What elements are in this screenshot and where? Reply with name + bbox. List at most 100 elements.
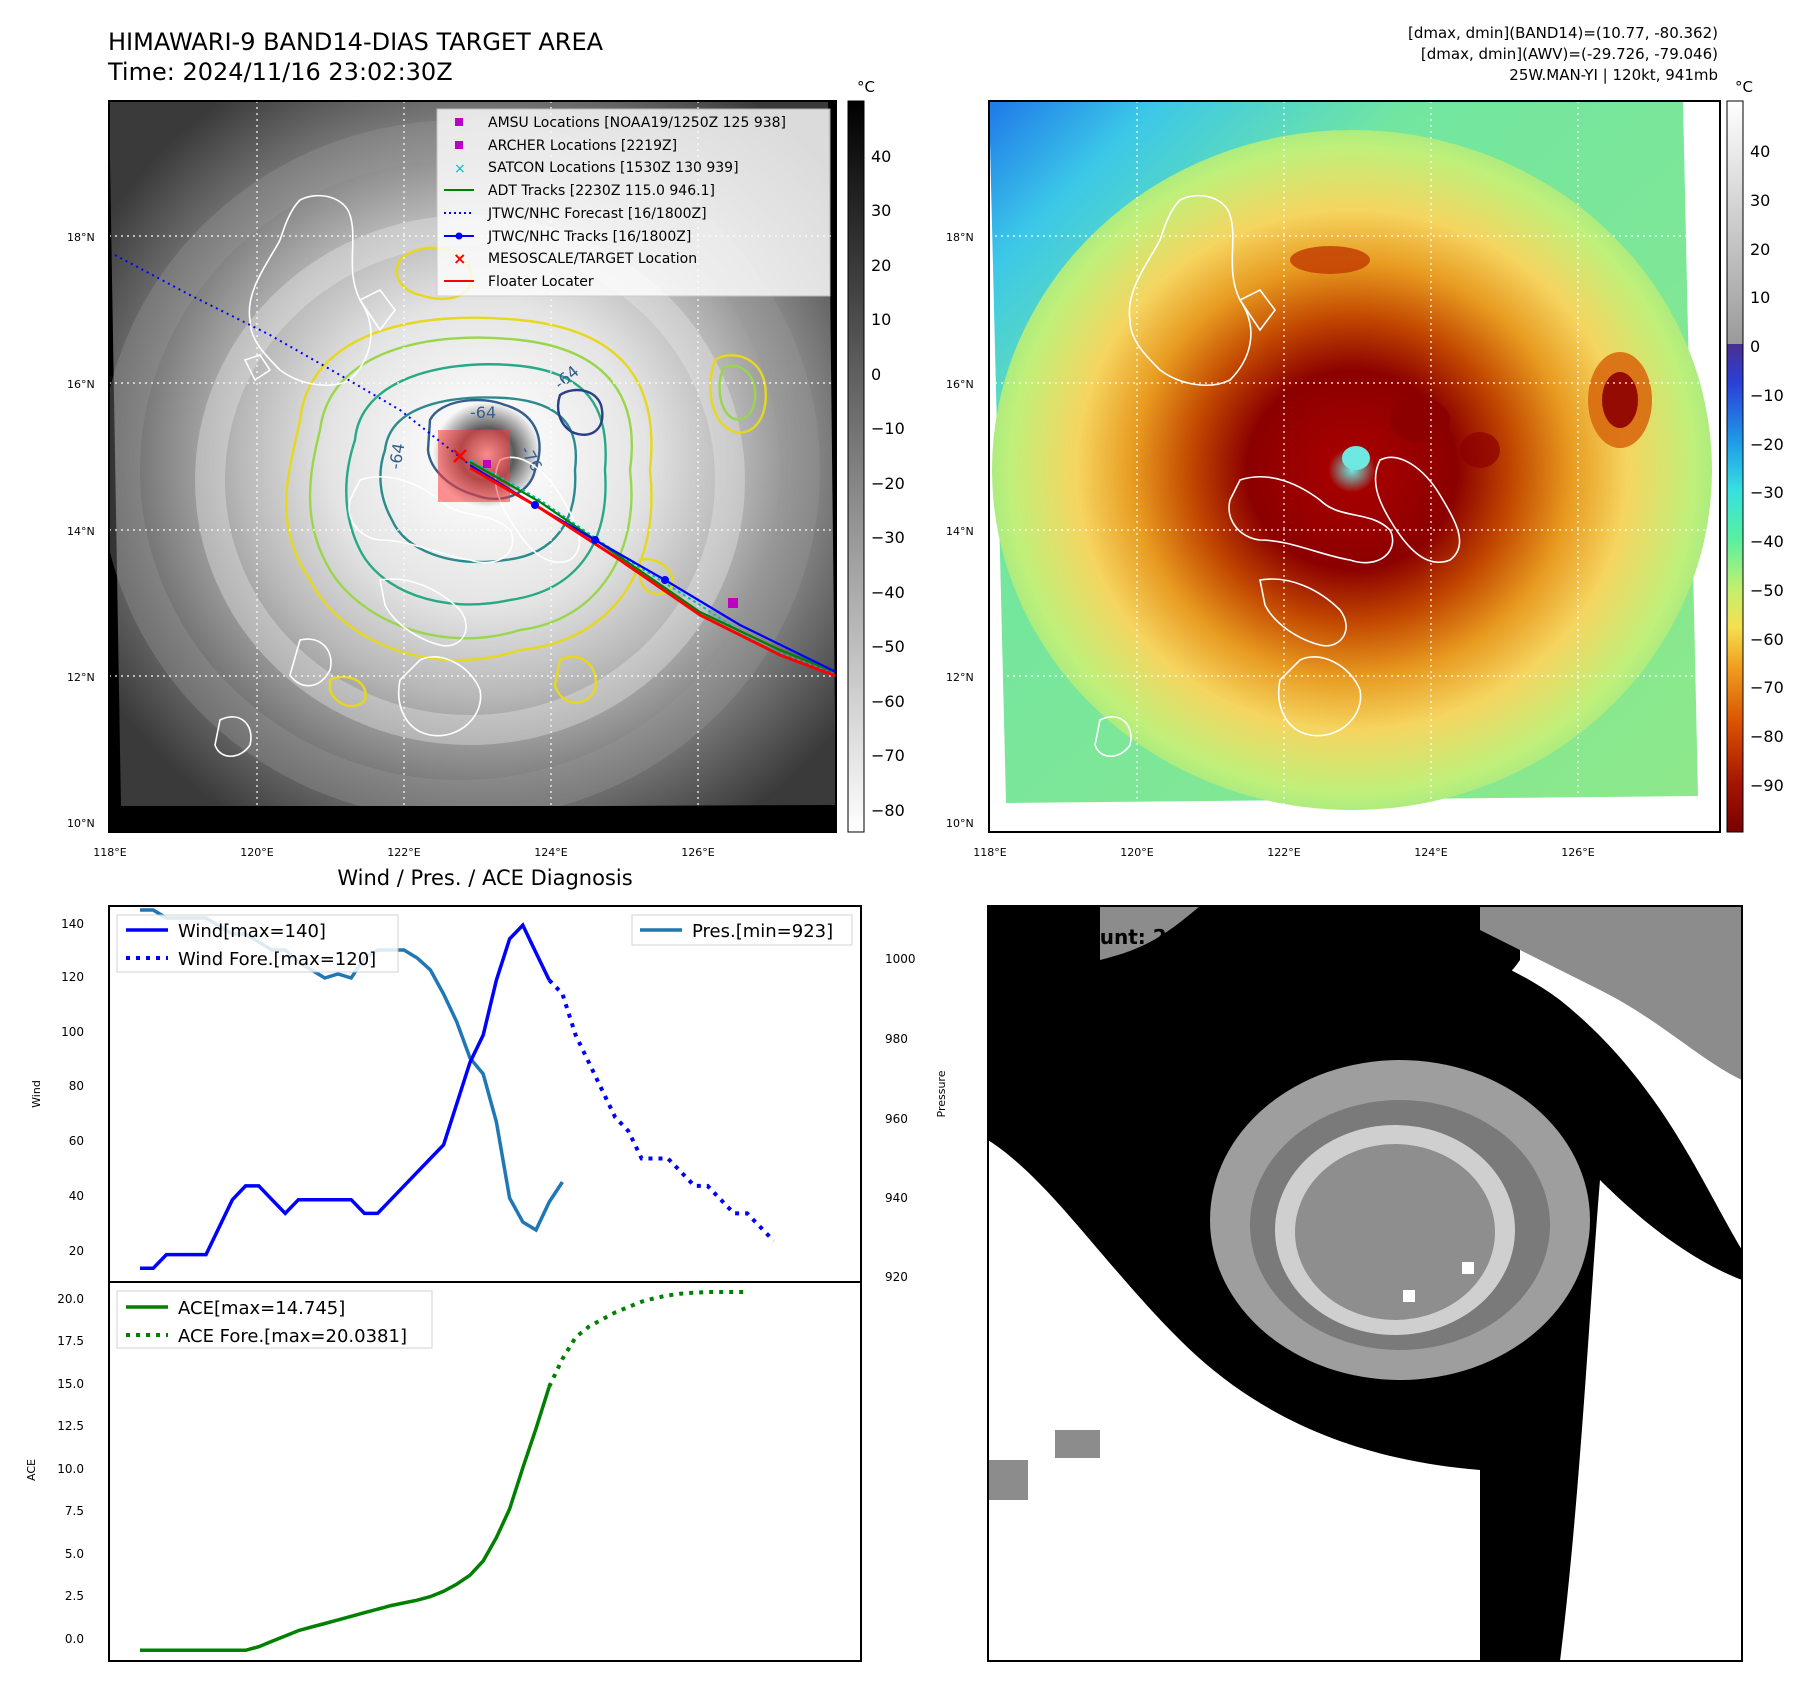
- pres-tick: 1000: [885, 952, 916, 966]
- color-cb-tick: 30: [1750, 191, 1770, 210]
- lat-tick: 10°N: [946, 817, 974, 830]
- legend-target-marker: ×: [453, 249, 466, 268]
- lat-tick: 18°N: [67, 231, 95, 244]
- lat-tick: 12°N: [67, 671, 95, 684]
- gray-cb-tick: −10: [871, 419, 905, 438]
- ace-tick: 5.0: [65, 1547, 84, 1561]
- color-cb-tick: −40: [1750, 532, 1784, 551]
- pres-tick: 960: [885, 1112, 908, 1126]
- legend-wind: Wind[max=140]: [178, 921, 326, 942]
- lon-tick: 122°E: [387, 846, 420, 859]
- wind-tick: 100: [61, 1025, 84, 1039]
- legend-track-dot: [455, 232, 463, 240]
- amsu-marker: [728, 598, 738, 608]
- legend-satcon-marker: ×: [454, 161, 466, 177]
- gray-cb-tick: −20: [871, 474, 905, 493]
- legend-floater: Floater Locater: [488, 274, 594, 290]
- ace-ylabel: ACE: [25, 1459, 38, 1481]
- pressure-ylabel: Pressure: [935, 1070, 948, 1117]
- info-band14: [dmax, dmin](BAND14)=(10.77, -80.362): [1408, 24, 1718, 42]
- lon-tick: 120°E: [240, 846, 273, 859]
- lon-tick: 126°E: [1561, 846, 1594, 859]
- legend-ace: ACE[max=14.745]: [178, 1298, 345, 1319]
- legend-archer: ARCHER Locations [2219Z]: [488, 138, 677, 154]
- ace-tick: 12.5: [57, 1419, 84, 1433]
- ace-panel: ACE 20.0 17.5 15.0 12.5 10.0 7.5 5.0 2.5…: [25, 1281, 862, 1662]
- ace-tick: 17.5: [57, 1334, 84, 1348]
- lon-tick: 120°E: [1120, 846, 1153, 859]
- diag-title: Wind / Pres. / ACE Diagnosis: [337, 866, 632, 890]
- lat-tick: 18°N: [946, 231, 974, 244]
- wind-tick: 60: [69, 1134, 84, 1148]
- figure-time: Time: 2024/11/16 23:02:30Z: [107, 58, 453, 86]
- ir-color-map: [989, 101, 1720, 832]
- map-gridlines-color: [989, 101, 1720, 832]
- satcon-track: [469, 459, 836, 676]
- wmg-count-label: WMG Count: 2: [1006, 925, 1167, 949]
- pres-tick: 920: [885, 1270, 908, 1284]
- legend-wind-fore: Wind Fore.[max=120]: [178, 949, 376, 970]
- gray-cb-tick: −80: [871, 801, 905, 820]
- wind-tick: 80: [69, 1079, 84, 1093]
- copyright-text: Copyright © 2020-2024 Dapiya: [113, 810, 375, 828]
- map-left-frame: [108, 100, 837, 833]
- wmg-frame: [987, 905, 1743, 1662]
- ace-plot: [140, 1290, 748, 1653]
- gray-cb-tick: 0: [871, 365, 881, 384]
- archer-marker: [483, 460, 491, 468]
- contour-label: -64: [470, 403, 496, 422]
- wind-tick: 140: [61, 917, 84, 931]
- legend-track: JTWC/NHC Tracks [16/1800Z]: [487, 229, 691, 245]
- lat-tick: 16°N: [67, 378, 95, 391]
- color-cb-tick: −90: [1750, 776, 1784, 795]
- lon-tick: 118°E: [93, 846, 126, 859]
- color-cb-tick: −20: [1750, 435, 1784, 454]
- coastlines: [214, 194, 581, 758]
- legend-adt: ADT Tracks [2230Z 115.0 946.1]: [488, 183, 715, 199]
- legend-pres: Pres.[min=923]: [692, 921, 833, 942]
- lon-tick: 126°E: [681, 846, 714, 859]
- contour-label: -64: [385, 442, 408, 471]
- gray-cb-tick: −60: [871, 692, 905, 711]
- wind-tick: 120: [61, 970, 84, 984]
- pres-tick: 980: [885, 1032, 908, 1046]
- gray-colorbar-unit: °C: [857, 78, 875, 96]
- wind-legend: Wind[max=140] Wind Fore.[max=120]: [116, 914, 399, 973]
- map-legend: × × AMSU Locations [NOAA19/1250Z 125 938…: [436, 108, 831, 297]
- info-awv: [dmax, dmin](AWV)=(-29.726, -79.046): [1421, 45, 1718, 63]
- gray-cb-tick: 10: [871, 310, 891, 329]
- coastlines-color: [1094, 194, 1461, 758]
- floater-track: [469, 466, 836, 678]
- lon-tick: 124°E: [1414, 846, 1447, 859]
- wind-tick: 40: [69, 1189, 84, 1203]
- wind-line: [140, 922, 551, 1271]
- adt-track: [469, 461, 836, 674]
- ace-legend: ACE[max=14.745] ACE Fore.[max=20.0381]: [116, 1290, 433, 1349]
- target-marker: [453, 449, 467, 463]
- color-colorbar-unit: °C: [1735, 78, 1753, 96]
- figure-title: HIMAWARI-9 BAND14-DIAS TARGET AREA: [108, 28, 604, 56]
- color-cb-tick: −10: [1750, 386, 1784, 405]
- lon-tick: 122°E: [1267, 846, 1300, 859]
- color-cb-tick: −50: [1750, 581, 1784, 600]
- gray-cb-tick: −50: [871, 637, 905, 656]
- color-cb-tick: −70: [1750, 678, 1784, 697]
- left-map-axis-labels: 18°N 16°N 14°N 12°N 10°N 118°E 120°E 122…: [67, 231, 715, 859]
- info-storm: 25W.MAN-YI | 120kt, 941mb: [1509, 66, 1718, 84]
- color-cb-tick: 40: [1750, 142, 1770, 161]
- lat-tick: 14°N: [67, 525, 95, 538]
- legend-ace-fore: ACE Fore.[max=20.0381]: [178, 1326, 407, 1347]
- color-cb-tick: 0: [1750, 337, 1760, 356]
- color-cb-tick: 10: [1750, 288, 1770, 307]
- gray-cb-tick: −30: [871, 528, 905, 547]
- map-right-frame: [988, 100, 1721, 833]
- legend-archer-marker: [455, 141, 463, 149]
- right-map-axis-labels: 18°N 16°N 14°N 12°N 10°N 118°E 120°E 122…: [946, 231, 1595, 859]
- ace-tick: 2.5: [65, 1589, 84, 1603]
- legend-amsu: AMSU Locations [NOAA19/1250Z 125 938]: [488, 115, 786, 131]
- mesoscale-target-box: [438, 430, 510, 502]
- legend-target: MESOSCALE/TARGET Location: [488, 251, 697, 267]
- ace-tick: 7.5: [65, 1504, 84, 1518]
- jtwc-track-points: [531, 501, 669, 584]
